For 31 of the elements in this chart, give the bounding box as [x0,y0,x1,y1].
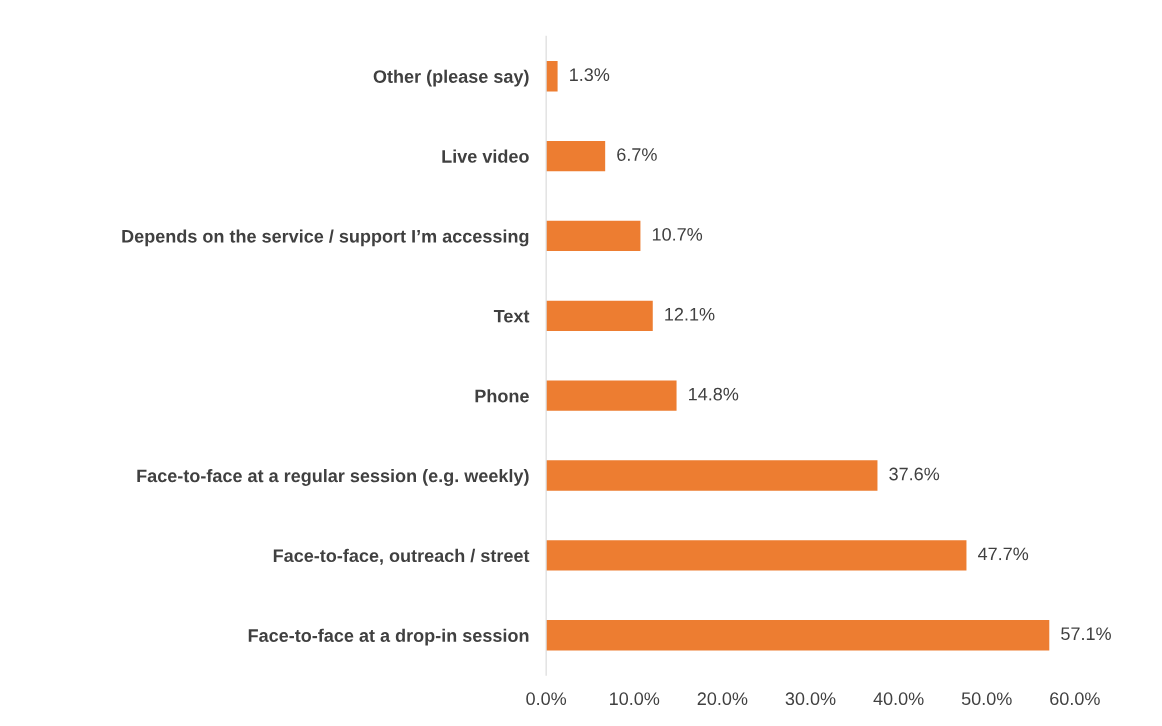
x-tick-label: 20.0% [697,692,748,706]
y-tick-label: Face-to-face, outreach / street [273,548,530,565]
y-tick-label: Text [493,309,530,323]
data-label: 57.1% [1061,627,1111,641]
x-tick-label: 40.0% [873,692,924,706]
y-tick-label: Depends on the service / support I’m accessing [122,229,529,247]
data-label: 6.7% [617,148,657,161]
y-tick-label: Phone [475,389,529,403]
bar [546,140,606,172]
x-tick-label: 50.0% [961,692,1012,706]
bar [546,620,1050,651]
x-tick-label: 30.0% [785,692,836,706]
y-tick-label: Other (please say) [373,69,529,87]
data-label: 12.1% [665,307,715,321]
y-tick-label: Face-to-face at a regular session (e.g. weekly) [137,468,529,486]
bar [546,380,677,411]
y-tick-label: Face-to-face at a drop-in session [248,628,529,646]
x-tick-label: 0.0% [526,692,567,706]
bar [546,540,967,571]
data-label: 14.8% [689,387,739,401]
x-tick-label: 10.0% [610,692,660,706]
bar [546,460,878,491]
x-tick-label: 60.0% [1050,692,1100,706]
y-tick-label: Live video [442,149,529,163]
bar [546,220,641,252]
data-label: 10.7% [652,228,703,241]
bar [546,61,558,92]
data-label: 1.3% [570,68,610,82]
data-label: 37.6% [889,467,940,481]
data-label: 47.7% [977,547,1029,561]
bar [546,300,653,331]
